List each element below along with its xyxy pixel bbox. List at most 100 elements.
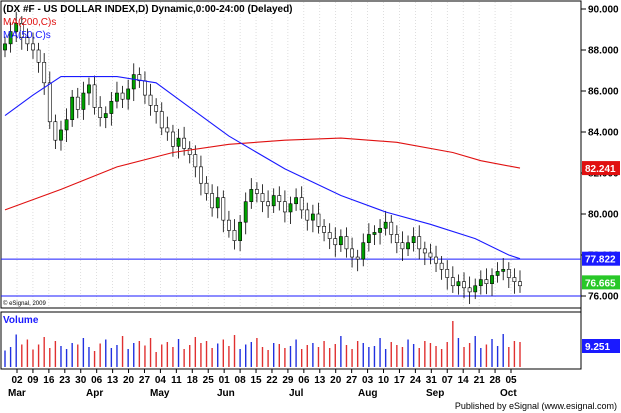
x-tick-label: 14 [458,375,470,386]
volume-last-value-bg [582,339,620,353]
volume-bars [4,321,521,367]
candle-body [277,195,282,203]
candle-body [456,281,461,287]
x-tick-label: 13 [314,375,326,386]
candle-body [467,287,472,293]
candle-body [282,201,287,213]
candle-body [143,80,147,96]
volume-title: Volume [3,315,39,326]
candle-body [333,238,338,246]
candle-body [372,232,377,235]
candle-body [394,234,399,243]
x-tick-label: 25 [203,375,215,386]
candle-body [389,221,394,235]
candle-body [255,189,259,194]
x-tick-label: 18 [187,375,199,386]
candle-body [42,61,47,84]
candle-body [53,121,58,141]
x-tick-label: 08 [235,375,247,386]
candle-body [288,203,293,213]
candle-body [154,105,159,112]
candle-body [131,74,136,90]
candle-body [64,119,69,131]
candle-body [98,107,103,118]
candle-body [445,269,450,278]
y-tick-label: 88.000 [588,46,619,57]
publisher-footer: Published by eSignal (www.esignal.com) [455,401,617,411]
candle-body [193,154,198,168]
candle-body [176,137,181,147]
month-label: May [150,388,170,399]
ma200-last-value: 82.241 [585,164,616,175]
candle-body [366,234,371,243]
x-tick-label: 29 [282,375,294,386]
ma200-last-value-bg [582,161,620,176]
candle-body [383,221,388,229]
candle-body [126,88,131,100]
candle-body [478,279,483,287]
month-label: Aug [358,388,377,399]
x-tick-label: 06 [298,375,310,386]
candle-body [182,137,187,149]
candle-body [294,197,298,205]
price-last-value: 76.665 [585,278,616,289]
candle-body [361,242,366,260]
x-tick-label: 03 [362,375,374,386]
candle-body [204,182,209,194]
month-label: Oct [500,388,517,399]
x-tick-label: 16 [43,375,55,386]
x-tick-label: 06 [91,375,103,386]
candle-body [171,131,175,147]
candle-body [238,221,243,241]
candle-body [8,31,13,45]
copyright-note: © eSignal, 2009 [3,300,46,307]
candle-body [92,84,97,108]
chart-title: (DX #F - US DOLLAR INDEX,D) Dynamic,0:00… [3,4,293,15]
candle-body [187,148,192,155]
candle-body [59,129,63,141]
candle-body [378,228,382,233]
candle-body [3,43,7,51]
y-tick-label: 86.000 [588,87,619,98]
x-tick-label: 23 [59,375,71,386]
candle-body [450,277,455,287]
date-x-axis: 02 09 16 23 30 06 13 20 27 04 11 18 25 01 08 15 22 29 06 13… [8,369,517,399]
month-label: Sep [426,388,444,399]
candle-body [87,84,91,94]
candle-body [322,226,326,233]
candle-body [19,23,24,39]
x-tick-label: 15 [250,375,262,386]
candle-body [518,281,522,287]
candle-body [344,236,349,250]
candle-body [227,219,231,231]
ma200-line [4,137,521,211]
candle-body [232,230,237,241]
y-tick-label: 84.000 [588,128,619,139]
candle-body [14,23,19,32]
x-tick-label: 24 [410,375,422,386]
candle-body [266,201,270,207]
value-badges: 82.241 77.822 76.665 9.251 [582,161,620,353]
x-tick-label: 21 [474,375,486,386]
candle-body [271,195,276,207]
y-tick-label: 80.000 [588,210,619,221]
candle-body [338,236,343,246]
candle-body [422,248,427,254]
month-label: Mar [8,388,26,399]
candle-body [439,262,444,270]
x-tick-label: 30 [75,375,87,386]
month-label: Apr [86,388,103,399]
candle-body [490,275,494,284]
ma50-last-value-bg [582,251,620,266]
x-tick-label: 11 [171,375,182,386]
candle-body [210,193,215,209]
x-tick-label: 09 [27,375,39,386]
candle-body [512,277,517,282]
x-tick-label: 20 [123,375,135,386]
x-tick-label: 04 [155,375,167,386]
candle-body [215,197,220,209]
candle-body [260,193,265,202]
ma50-legend: MA(50,C)s [3,30,51,41]
candle-body [501,269,506,272]
x-tick-label: 22 [266,375,278,386]
